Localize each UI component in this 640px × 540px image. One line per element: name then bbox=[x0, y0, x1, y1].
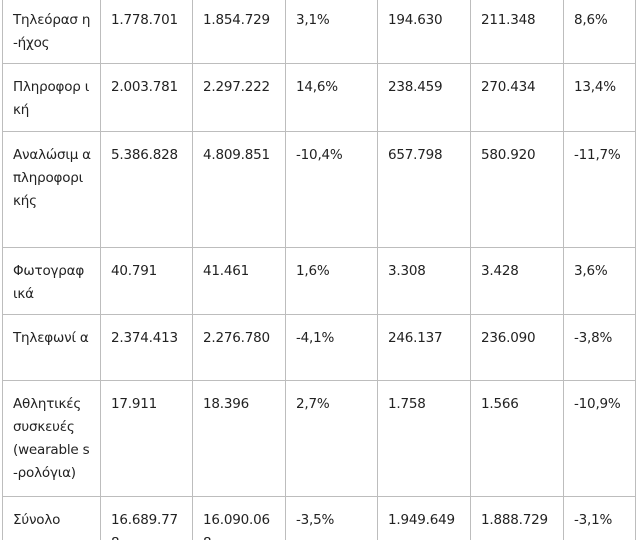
table-row: Τηλεόρασ η-ήχος 1.778.701 1.854.729 3,1%… bbox=[2, 0, 636, 64]
table-row: Φωτογραφ ικά 40.791 41.461 1,6% 3.308 3.… bbox=[2, 247, 636, 315]
table-row: Πληροφορ ική 2.003.781 2.297.222 14,6% 2… bbox=[2, 63, 636, 132]
table-cell: 2.297.222 bbox=[192, 63, 286, 132]
table-cell: 580.920 bbox=[470, 131, 564, 248]
table-cell: 14,6% bbox=[285, 63, 378, 132]
category-cell: Αθλητικές συσκευές (wearable s-ρολόγια) bbox=[2, 380, 101, 497]
category-cell: Πληροφορ ική bbox=[2, 63, 101, 132]
table-cell: -10,9% bbox=[563, 380, 636, 497]
table-cell: 17.911 bbox=[100, 380, 193, 497]
table-cell: 270.434 bbox=[470, 63, 564, 132]
table-row: Αθλητικές συσκευές (wearable s-ρολόγια) … bbox=[2, 380, 636, 497]
category-cell: Σύνολο bbox=[2, 496, 101, 540]
table-cell: 2,7% bbox=[285, 380, 378, 497]
table-cell: 1.949.649 bbox=[377, 496, 471, 540]
table-cell: 3.428 bbox=[470, 247, 564, 315]
table-cell: 1.566 bbox=[470, 380, 564, 497]
table-row: Σύνολο 16.689.778 16.090.068 -3,5% 1.949… bbox=[2, 496, 636, 540]
table-cell: 3,1% bbox=[285, 0, 378, 64]
table-cell: 211.348 bbox=[470, 0, 564, 64]
table-cell: 1.888.729 bbox=[470, 496, 564, 540]
table-cell: -11,7% bbox=[563, 131, 636, 248]
table-cell: -3,5% bbox=[285, 496, 378, 540]
table-cell: 3,6% bbox=[563, 247, 636, 315]
table-cell: -3,8% bbox=[563, 314, 636, 381]
table-cell: 16.689.778 bbox=[100, 496, 193, 540]
table-cell: -4,1% bbox=[285, 314, 378, 381]
table-cell: 16.090.068 bbox=[192, 496, 286, 540]
table-cell: 4.809.851 bbox=[192, 131, 286, 248]
table-cell: 236.090 bbox=[470, 314, 564, 381]
table-cell: 40.791 bbox=[100, 247, 193, 315]
category-cell: Τηλεόρασ η-ήχος bbox=[2, 0, 101, 64]
category-cell: Φωτογραφ ικά bbox=[2, 247, 101, 315]
table-row: Αναλώσιμ α πληροφορι κής 5.386.828 4.809… bbox=[2, 131, 636, 248]
table-cell: 41.461 bbox=[192, 247, 286, 315]
table-cell: 13,4% bbox=[563, 63, 636, 132]
table-cell: 1.758 bbox=[377, 380, 471, 497]
table-cell: 246.137 bbox=[377, 314, 471, 381]
table-cell: 3.308 bbox=[377, 247, 471, 315]
table-cell: 1.778.701 bbox=[100, 0, 193, 64]
table-cell: 657.798 bbox=[377, 131, 471, 248]
category-cell: Τηλεφωνί α bbox=[2, 314, 101, 381]
table-cell: 1.854.729 bbox=[192, 0, 286, 64]
table-cell: 5.386.828 bbox=[100, 131, 193, 248]
table-cell: 194.630 bbox=[377, 0, 471, 64]
table-cell: 2.374.413 bbox=[100, 314, 193, 381]
table-cell: 18.396 bbox=[192, 380, 286, 497]
table-cell: 2.003.781 bbox=[100, 63, 193, 132]
table-row: Τηλεφωνί α 2.374.413 2.276.780 -4,1% 246… bbox=[2, 314, 636, 381]
table-cell: 8,6% bbox=[563, 0, 636, 64]
table-cell: 2.276.780 bbox=[192, 314, 286, 381]
table-cell: -3,1% bbox=[563, 496, 636, 540]
table-cell: 1,6% bbox=[285, 247, 378, 315]
table-cell: -10,4% bbox=[285, 131, 378, 248]
table-cell: 238.459 bbox=[377, 63, 471, 132]
category-cell: Αναλώσιμ α πληροφορι κής bbox=[2, 131, 101, 248]
